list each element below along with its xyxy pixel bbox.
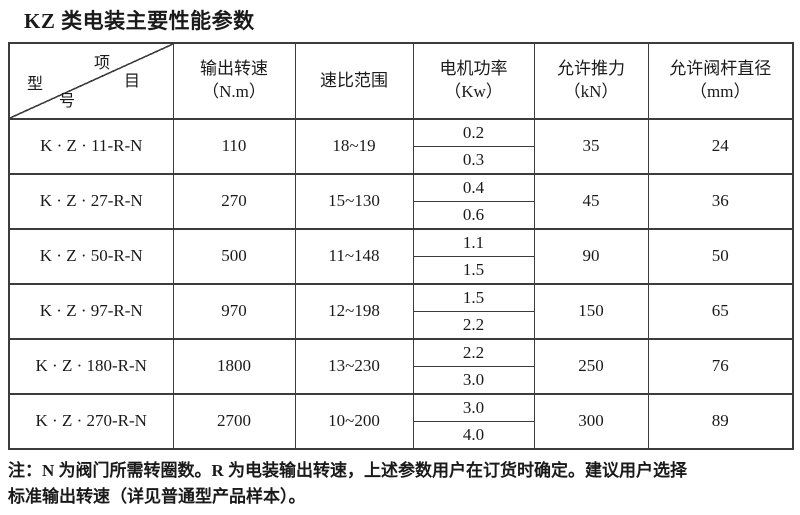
- power-lower-cell: 4.0: [412, 421, 535, 450]
- power-upper-cell: 3.0: [412, 393, 535, 422]
- header-ratio-range-label: 速比范围: [320, 70, 388, 90]
- output-speed-cell: 1800: [172, 338, 296, 395]
- thrust-cell: 250: [533, 338, 649, 395]
- stem-diameter-cell: 36: [647, 173, 794, 230]
- header-motor-power-label: 电机功率: [439, 59, 508, 79]
- power-lower-cell: 2.2: [412, 311, 535, 340]
- ratio-range-cell: 15~130: [294, 173, 414, 230]
- ratio-range-cell: 10~200: [294, 393, 414, 450]
- power-upper-cell: 1.5: [412, 283, 535, 312]
- footnote-line2: 标准输出转速（详见普通型产品样本）。: [8, 487, 306, 506]
- table-row-sub: 0.6: [9, 201, 793, 230]
- model-cell: K · Z · 11-R-N: [8, 118, 174, 175]
- header-output-speed-label: 输出转速: [200, 59, 268, 79]
- table-row-sub: 3.0: [9, 366, 793, 395]
- corner-item-char1: 项: [94, 55, 111, 72]
- corner-model-char1: 型: [27, 76, 44, 93]
- header-allowed-stem-diameter-label: 允许阀杆直径: [669, 59, 772, 79]
- stem-diameter-cell: 76: [647, 338, 794, 395]
- table-row: K · Z · 97-R-N 970 12~198 1.5 150 65: [8, 283, 794, 340]
- power-lower-cell: 0.6: [412, 201, 535, 230]
- header-allowed-thrust-label: 允许推力: [557, 59, 625, 79]
- thrust-cell: 90: [533, 228, 649, 285]
- power-lower-cell: 1.5: [412, 256, 535, 285]
- table-row: K · Z · 180-R-N 1800 13~230 2.2 250 76: [8, 338, 794, 395]
- stem-diameter-cell: 50: [647, 228, 794, 285]
- output-speed-cell: 970: [172, 283, 296, 340]
- performance-parameters-table: 项 目 型 号 输出转速 （N.m） 速比范围 电机功率 （Kw） 允许推力 （…: [8, 42, 794, 450]
- header-row: 项 目 型 号 输出转速 （N.m） 速比范围 电机功率 （Kw） 允许推力 （…: [8, 42, 794, 120]
- header-output-speed: 输出转速 （N.m）: [172, 42, 296, 120]
- page-title: KZ 类电装主要性能参数: [24, 9, 255, 33]
- output-speed-cell: 110: [172, 118, 296, 175]
- power-upper-cell: 0.4: [412, 173, 535, 202]
- corner-item-char2: 目: [124, 73, 141, 90]
- model-cell: K · Z · 270-R-N: [8, 393, 174, 450]
- thrust-cell: 150: [533, 283, 649, 340]
- power-lower-cell: 3.0: [412, 366, 535, 395]
- ratio-range-cell: 12~198: [294, 283, 414, 340]
- header-allowed-thrust: 允许推力 （kN）: [533, 42, 649, 120]
- table-row: K · Z · 270-R-N 2700 10~200 3.0 300 89: [8, 393, 794, 450]
- model-cell: K · Z · 97-R-N: [8, 283, 174, 340]
- footnote-line1: 注：N 为阀门所需转圈数。R 为电装输出转速，上述参数用户在订货时确定。建议用户…: [8, 461, 688, 480]
- footnote: 注：N 为阀门所需转圈数。R 为电装输出转速，上述参数用户在订货时确定。建议用户…: [8, 458, 796, 510]
- header-motor-power-unit: （Kw）: [444, 82, 503, 101]
- power-upper-cell: 0.2: [412, 118, 535, 147]
- output-speed-cell: 2700: [172, 393, 296, 450]
- model-cell: K · Z · 180-R-N: [8, 338, 174, 395]
- stem-diameter-cell: 24: [647, 118, 794, 175]
- corner-model-char2: 号: [59, 93, 76, 110]
- stem-diameter-cell: 65: [647, 283, 794, 340]
- power-upper-cell: 1.1: [412, 228, 535, 257]
- output-speed-cell: 270: [172, 173, 296, 230]
- header-allowed-stem-diameter: 允许阀杆直径 （mm）: [647, 42, 794, 120]
- model-cell: K · Z · 50-R-N: [8, 228, 174, 285]
- thrust-cell: 300: [533, 393, 649, 450]
- stem-diameter-cell: 89: [647, 393, 794, 450]
- ratio-range-cell: 11~148: [294, 228, 414, 285]
- model-cell: K · Z · 27-R-N: [8, 173, 174, 230]
- header-ratio-range: 速比范围: [294, 42, 414, 120]
- header-allowed-thrust-unit: （kN）: [563, 82, 619, 101]
- table-row-sub: 0.3: [9, 146, 793, 175]
- ratio-range-cell: 18~19: [294, 118, 414, 175]
- ratio-range-cell: 13~230: [294, 338, 414, 395]
- table-row: K · Z · 50-R-N 500 11~148 1.1 90 50: [8, 228, 794, 285]
- output-speed-cell: 500: [172, 228, 296, 285]
- table-row: K · Z · 27-R-N 270 15~130 0.4 45 36: [8, 173, 794, 230]
- table-row: K · Z · 11-R-N 110 18~19 0.2 35 24: [8, 118, 794, 175]
- header-allowed-stem-diameter-unit: （mm）: [690, 82, 751, 101]
- power-lower-cell: 0.3: [412, 146, 535, 175]
- power-upper-cell: 2.2: [412, 338, 535, 367]
- header-motor-power: 电机功率 （Kw）: [412, 42, 535, 120]
- thrust-cell: 35: [533, 118, 649, 175]
- table-row-sub: 2.2: [9, 311, 793, 340]
- table-row-sub: 4.0: [9, 421, 793, 450]
- header-output-speed-unit: （N.m）: [202, 82, 266, 101]
- thrust-cell: 45: [533, 173, 649, 230]
- corner-diagonal-cell: 项 目 型 号: [8, 42, 174, 120]
